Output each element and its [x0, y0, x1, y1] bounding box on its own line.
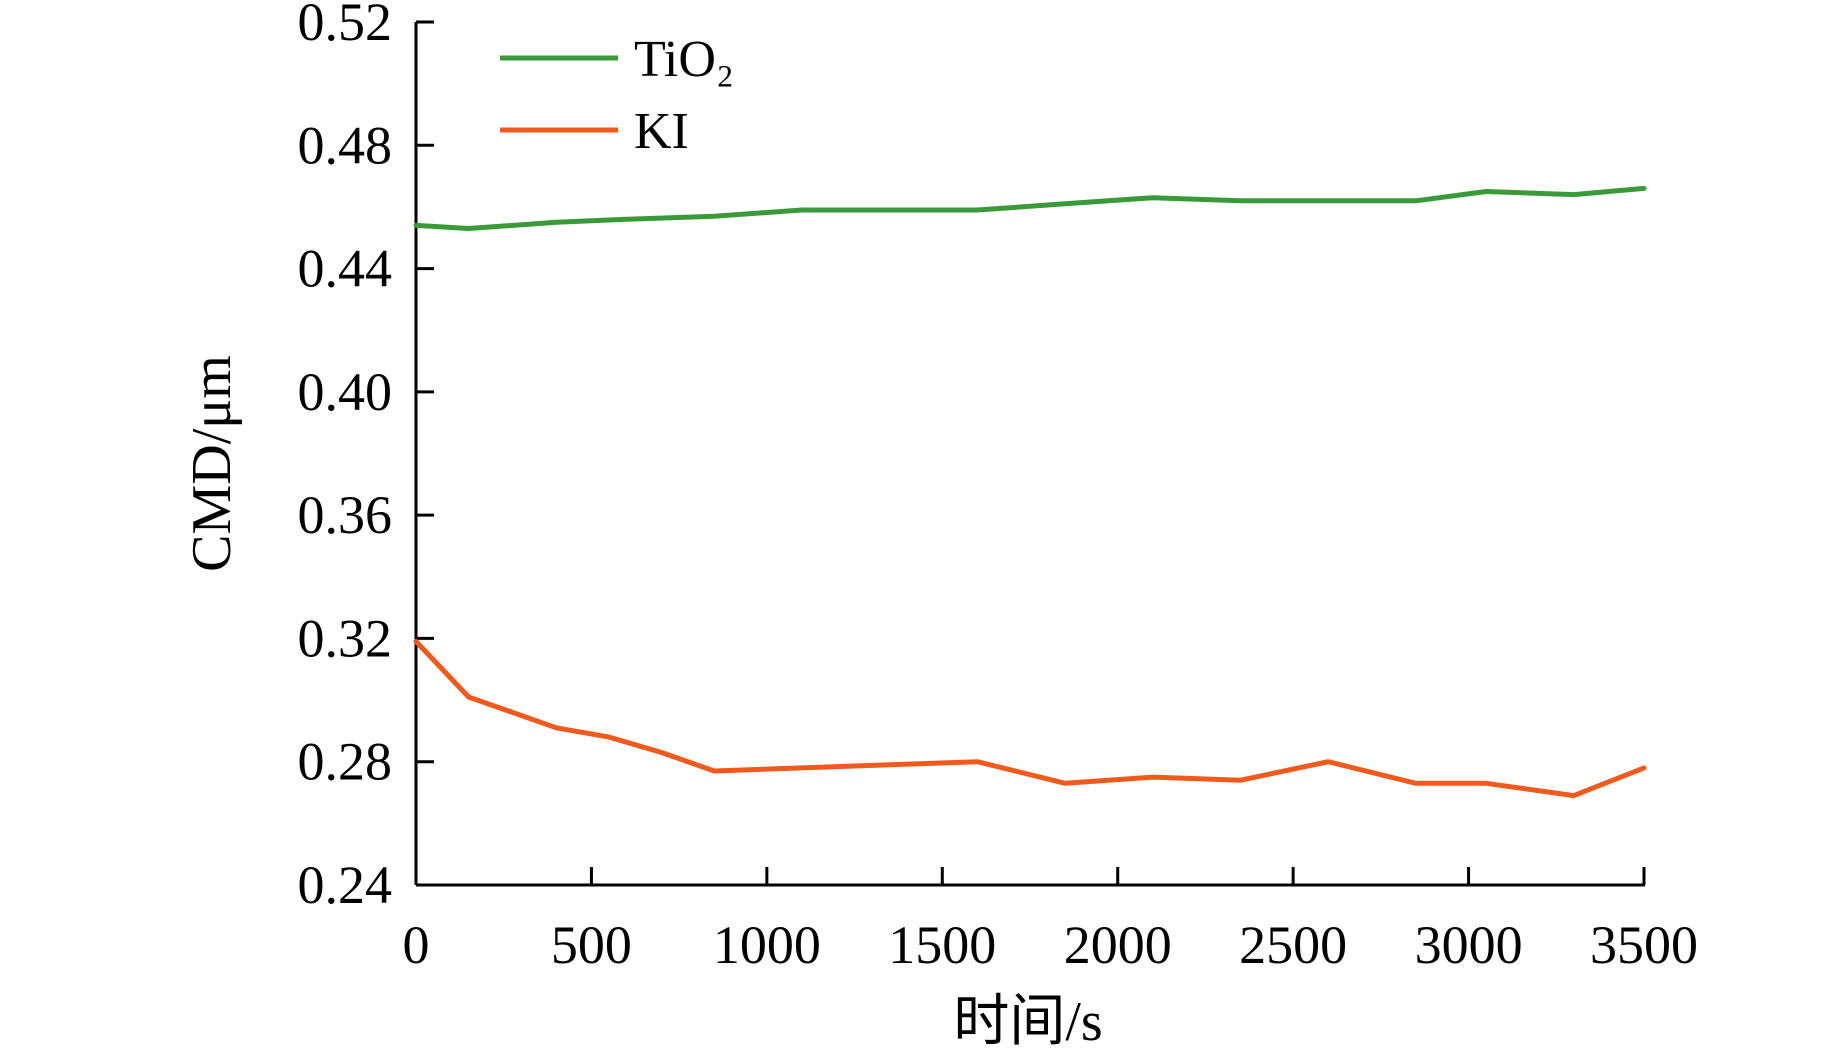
- y-axis-title: CMD/μm: [181, 355, 243, 572]
- x-tick-label: 0: [403, 915, 430, 975]
- x-tick-label: 3000: [1415, 915, 1523, 975]
- y-tick-label: 0.40: [298, 362, 393, 422]
- y-tick-label: 0.52: [298, 0, 393, 52]
- y-tick-label: 0.24: [298, 855, 393, 915]
- y-tick-label: 0.48: [298, 115, 393, 175]
- x-tick-label: 1500: [888, 915, 996, 975]
- x-axis-title: 时间/s: [953, 991, 1102, 1048]
- x-tick-label: 2500: [1239, 915, 1347, 975]
- axes: 0.24 0.28 0.32 0.36 0.40 0.44 0.48 0.52 0 500 1000…: [298, 0, 1699, 975]
- y-tick-label: 0.28: [298, 732, 393, 792]
- x-tick-label: 500: [551, 915, 632, 975]
- x-tick-label: 1000: [713, 915, 821, 975]
- legend-label: TiO₂: [634, 31, 734, 88]
- x-tick-label: 3500: [1590, 915, 1698, 975]
- series-layer: [413, 185, 1647, 799]
- y-tick-label: 0.32: [298, 608, 393, 668]
- y-tick-label: 0.36: [298, 485, 393, 545]
- legend-label: KI: [634, 103, 689, 160]
- y-tick-label: 0.44: [298, 239, 393, 299]
- series-line-tio: [413, 185, 1647, 231]
- series-line-ki: [413, 639, 1647, 799]
- x-tick-label: 2000: [1064, 915, 1172, 975]
- legend: TiO₂ KI: [500, 31, 734, 160]
